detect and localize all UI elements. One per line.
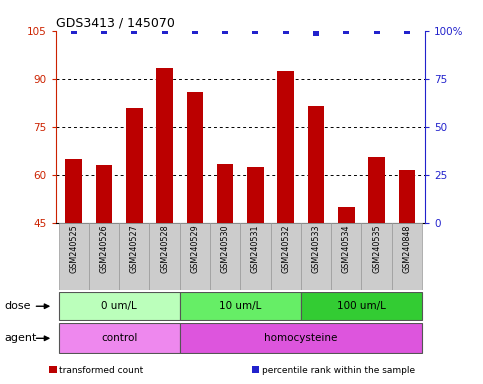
Text: GSM240534: GSM240534	[342, 225, 351, 273]
Point	[373, 28, 381, 34]
Point	[403, 28, 411, 34]
Point	[130, 28, 138, 34]
Text: 100 um/L: 100 um/L	[337, 301, 386, 311]
Point	[252, 28, 259, 34]
Bar	[96, 165, 113, 223]
Bar	[361, 223, 392, 290]
Bar	[277, 71, 294, 223]
Bar	[58, 293, 180, 320]
Bar	[180, 223, 210, 290]
Text: GSM240531: GSM240531	[251, 225, 260, 273]
Text: GSM240527: GSM240527	[130, 225, 139, 273]
Text: transformed count: transformed count	[59, 366, 143, 375]
Bar	[308, 106, 325, 223]
Text: GSM240525: GSM240525	[69, 225, 78, 273]
Point	[221, 28, 229, 34]
Bar	[58, 223, 89, 290]
Bar	[331, 223, 361, 290]
Text: dose: dose	[5, 301, 31, 311]
Bar	[65, 159, 82, 223]
Text: 0 um/L: 0 um/L	[101, 301, 137, 311]
Bar	[270, 223, 301, 290]
Bar	[338, 207, 355, 223]
Text: GSM240530: GSM240530	[221, 225, 229, 273]
Text: GSM240533: GSM240533	[312, 225, 321, 273]
Bar	[217, 164, 233, 223]
Point	[161, 28, 169, 34]
Point	[191, 28, 199, 34]
Text: agent: agent	[5, 333, 37, 343]
Text: homocysteine: homocysteine	[264, 333, 338, 343]
Bar	[119, 223, 149, 290]
Bar	[180, 293, 301, 320]
Text: GSM240535: GSM240535	[372, 225, 381, 273]
Bar	[156, 68, 173, 223]
Bar	[149, 223, 180, 290]
Point	[282, 28, 290, 34]
Bar	[398, 170, 415, 223]
Text: GSM240848: GSM240848	[402, 225, 412, 273]
Text: GSM240526: GSM240526	[99, 225, 109, 273]
Text: GSM240532: GSM240532	[281, 225, 290, 273]
Bar	[252, 366, 259, 373]
Text: control: control	[101, 333, 137, 343]
Bar	[186, 91, 203, 223]
Bar	[210, 223, 241, 290]
Bar	[301, 223, 331, 290]
Bar	[49, 366, 57, 373]
Bar	[247, 167, 264, 223]
Bar	[126, 108, 142, 223]
Bar	[301, 293, 422, 320]
Point	[342, 28, 350, 34]
Point	[70, 28, 78, 34]
Bar	[58, 323, 180, 353]
Text: GSM240529: GSM240529	[190, 225, 199, 273]
Text: GSM240528: GSM240528	[160, 225, 169, 273]
Point	[312, 30, 320, 36]
Bar	[89, 223, 119, 290]
Text: percentile rank within the sample: percentile rank within the sample	[262, 366, 415, 375]
Text: GDS3413 / 145070: GDS3413 / 145070	[56, 17, 174, 30]
Bar	[392, 223, 422, 290]
Bar	[241, 223, 270, 290]
Text: 10 um/L: 10 um/L	[219, 301, 261, 311]
Bar	[368, 157, 385, 223]
Bar	[180, 323, 422, 353]
Point	[100, 28, 108, 34]
